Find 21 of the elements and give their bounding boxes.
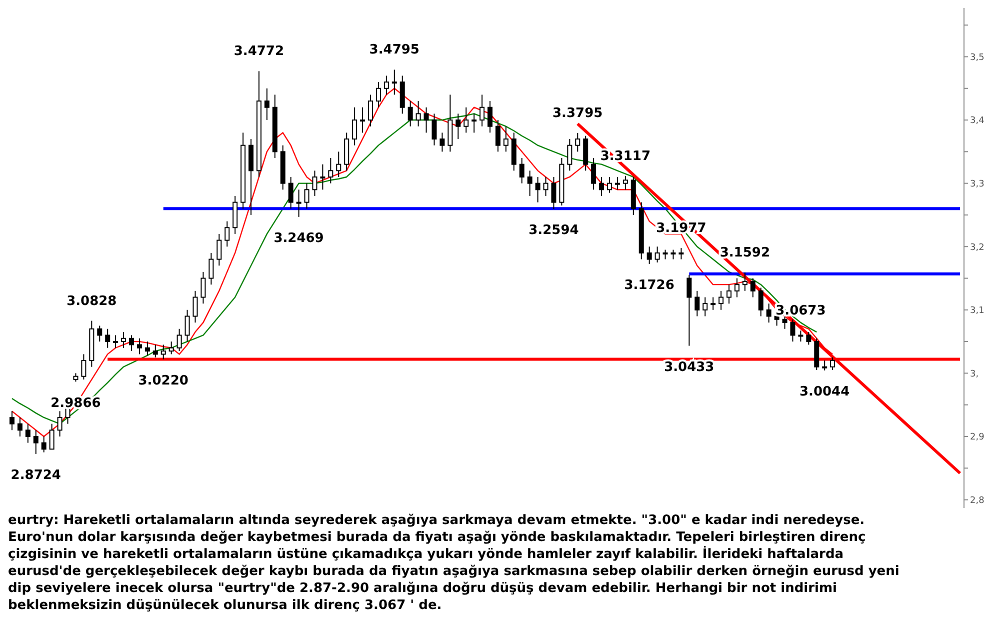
- text: eurtry: Hareketli ortalamaların altında seyrederek aşağıya sarkmaya devam etmekte. "3.00" e kadar indi neredeyse. Euro'nun dolar karşısında değer kaybetmesi burada da fiyatı aşağı yönde baskılamaktadır. Tepeleri birleştiren direnç çizgisinin ve hareketli ortalamaların üstüne çıkamadıkça yukarı yönde hamleler zayıf kalabilir. İlerideki haftalarda eurusd'de gerçekleşebilecek değer kaybı burada da fiyatın aşağıya sarkmasına sebep olabilir derken örneğin eurusd yeni dip seviyelere inecek olursa "eurtry"de 2.87-2.90 aralığına doğru düşüş devam edebilir. Herhangi bir not indirimi beklenmeksizin düşünülecek olunursa ilk direnç 3.067 ' de.: [8, 512, 900, 614]
- y-tick-label: 3,4: [970, 116, 985, 126]
- annotation: 2.8724: [10, 468, 61, 484]
- y-tick-label: 3,5: [970, 52, 984, 63]
- annotation: 3.4795: [369, 42, 420, 58]
- annotation: 3.1726: [624, 278, 674, 294]
- annotation: 3.4772: [234, 44, 284, 60]
- annotation: 3.1592: [720, 245, 770, 260]
- y-tick-label: 3,3: [970, 180, 984, 190]
- y-tick-label: 3,: [970, 369, 979, 380]
- annotation: 3.3795: [552, 106, 603, 121]
- annotation: 3.2594: [528, 223, 579, 238]
- y-tick-label: 3,2: [970, 242, 984, 253]
- y-tick-label: 3,1: [970, 306, 984, 316]
- annotation: 3.0433: [664, 360, 714, 376]
- annotation: 3.0220: [138, 373, 188, 388]
- y-tick-label: 2,8: [970, 496, 985, 506]
- annotation: 3.0044: [799, 384, 850, 400]
- annotation: 3.0828: [66, 294, 117, 309]
- y-tick-label: 2,9: [970, 432, 985, 443]
- annotation: 3.2469: [274, 231, 324, 246]
